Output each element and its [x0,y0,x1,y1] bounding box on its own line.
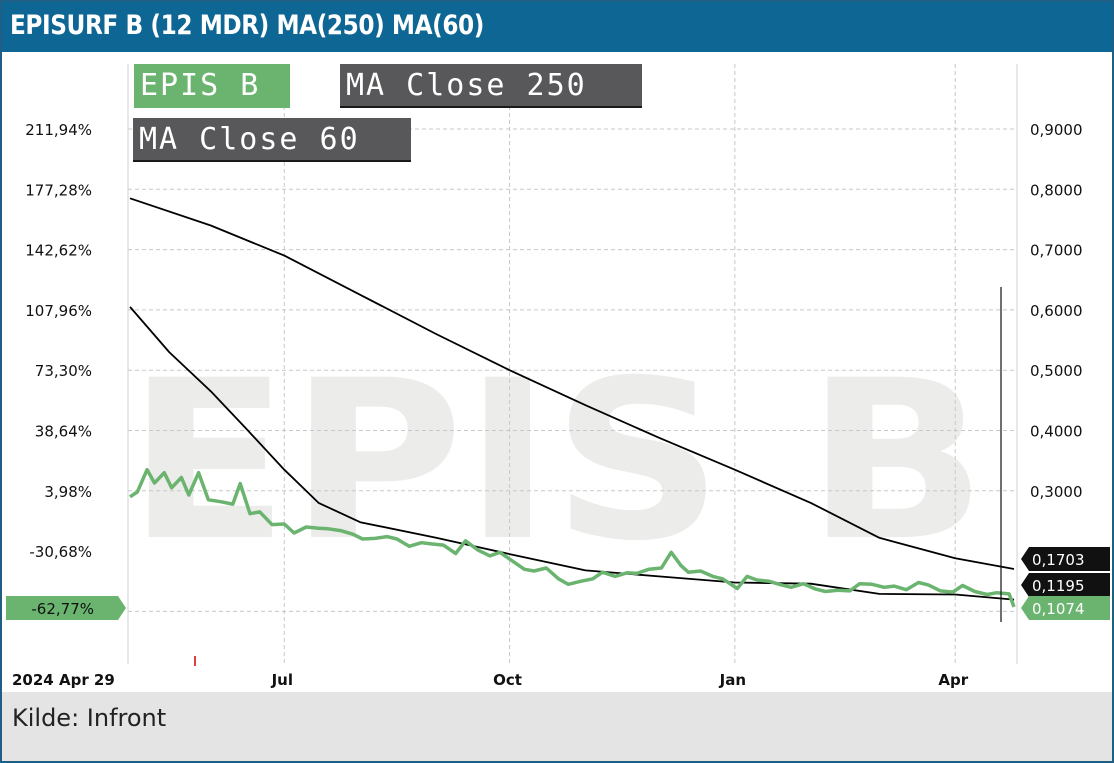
chart-title: EPISURF B (12 MDR) MA(250) MA(60) [10,10,484,41]
y-left-tick-label: 38,64% [35,423,92,441]
badge-epis-b: 0,1074 [1021,596,1110,620]
legend-epis-b: EPIS B [134,64,290,108]
source-label: Kilde: Infront [12,704,167,732]
legend-ma-close-250: MA Close 250 [340,64,642,108]
badge-left-pct: -62,77% [6,596,126,620]
badge-ma-close-60: 0,1195 [1021,573,1110,597]
x-tick-label: Oct [493,671,522,689]
source-bar: Kilde: Infront [2,692,1112,761]
title-bar: EPISURF B (12 MDR) MA(250) MA(60) [2,2,1112,52]
y-left-tick-label: -30,68% [29,543,92,561]
x-tick-label: Jul [271,671,293,689]
legend-label: EPIS B [140,68,261,103]
y-left-tick-label: 142,62% [25,242,92,260]
x-tick-label: Jan [719,671,746,689]
y-left-tick-label: 73,30% [35,362,92,380]
x-tick-label: 2024 Apr 29 [12,671,115,689]
series-layer [129,197,1016,608]
badge-ma-close-250: 0,1703 [1021,547,1110,571]
y-right-tick-label: 0,6000 [1030,302,1083,320]
y-right-tick-label: 0,5000 [1030,362,1083,380]
badge-label: 0,1074 [1032,600,1085,618]
legend-label: MA Close 250 [346,68,587,103]
legend-ma-close-60: MA Close 60 [133,118,411,162]
x-tick-label: Apr [938,671,968,689]
y-right-tick-label: 0,3000 [1030,483,1083,501]
y-right-tick-label: 0,8000 [1030,181,1083,199]
badge-label: 0,1195 [1032,577,1085,595]
value-badges: 0,1703 0,1195 0,1074 -62,77% [6,547,1110,620]
badge-label: -62,77% [31,600,94,618]
y-right-tick-label: 0,9000 [1030,121,1083,139]
axis-layer: 0,9000 0,8000 0,7000 0,6000 0,5000 0,4000 0,30… [12,121,1083,689]
y-left-tick-label: 3,98% [44,483,92,501]
y-left-tick-label: 177,28% [25,181,92,199]
y-left-tick-label: 107,96% [25,302,92,320]
watermark-text: EPIS B [127,333,987,589]
grid-lines [127,64,1018,664]
line-chart: EPIS B 0,9000 0,8000 0,7000 0,6000 0,5000 0,4… [6,64,1110,689]
y-right-tick-label: 0,7000 [1030,242,1083,260]
series-line-epis-b [129,467,1016,608]
legend-label: MA Close 60 [139,122,360,157]
y-right-tick-label: 0,4000 [1030,423,1083,441]
series-line-ma-close-250 [129,197,1015,570]
y-left-tick-label: 211,94% [25,121,92,139]
badge-label: 0,1703 [1032,551,1085,569]
